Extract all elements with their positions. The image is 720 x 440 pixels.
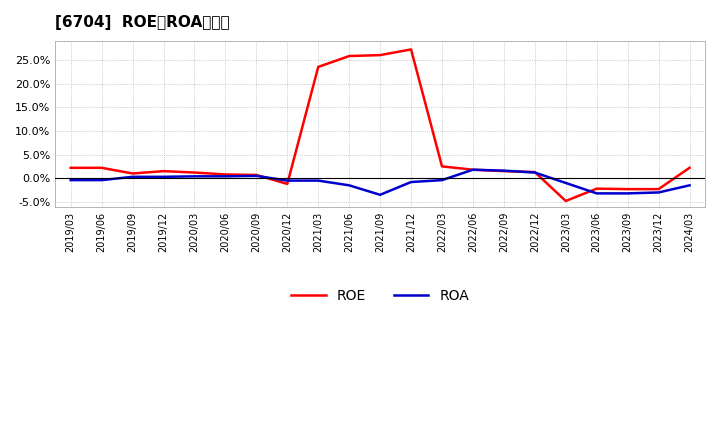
- ROA: [252, 173, 261, 179]
- ROE: [438, 164, 446, 169]
- Legend: ROE, ROA: ROE, ROA: [285, 283, 475, 308]
- ROA: [221, 174, 230, 179]
- ROE: [624, 187, 632, 192]
- ROE: [345, 53, 354, 59]
- ROE: [314, 64, 323, 70]
- ROA: [531, 170, 539, 175]
- Text: [6704]  ROE、ROAの推移: [6704] ROE、ROAの推移: [55, 15, 230, 30]
- ROE: [376, 52, 384, 58]
- ROA: [685, 183, 694, 188]
- ROA: [128, 174, 137, 180]
- ROE: [469, 167, 477, 172]
- ROA: [190, 174, 199, 179]
- Line: ROE: ROE: [71, 49, 690, 201]
- ROE: [159, 169, 168, 174]
- ROA: [562, 180, 570, 186]
- ROE: [97, 165, 106, 170]
- ROE: [531, 169, 539, 175]
- ROE: [221, 172, 230, 177]
- ROE: [66, 165, 75, 170]
- ROE: [685, 165, 694, 170]
- ROA: [469, 167, 477, 172]
- ROA: [654, 190, 663, 195]
- ROA: [593, 191, 601, 196]
- ROA: [283, 178, 292, 183]
- ROA: [345, 183, 354, 188]
- ROE: [500, 169, 508, 174]
- ROA: [97, 177, 106, 183]
- ROE: [562, 198, 570, 204]
- ROA: [407, 180, 415, 185]
- ROA: [314, 178, 323, 183]
- ROE: [593, 186, 601, 191]
- ROA: [624, 191, 632, 196]
- ROA: [159, 174, 168, 180]
- ROE: [407, 47, 415, 52]
- ROA: [438, 177, 446, 183]
- ROA: [376, 192, 384, 198]
- Line: ROA: ROA: [71, 170, 690, 195]
- ROE: [283, 181, 292, 187]
- ROE: [128, 171, 137, 176]
- ROE: [190, 170, 199, 175]
- ROE: [252, 172, 261, 178]
- ROE: [654, 187, 663, 192]
- ROA: [66, 177, 75, 183]
- ROA: [500, 168, 508, 173]
